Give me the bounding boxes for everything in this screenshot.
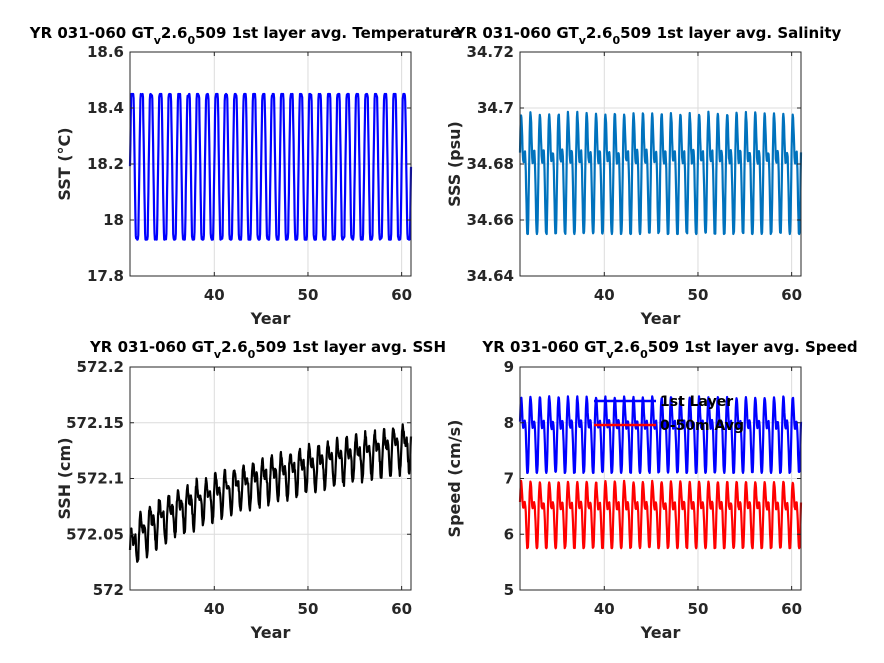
y-tick-label: 18.4: [87, 99, 124, 117]
y-tick-label: 572.15: [66, 414, 124, 432]
y-axis-label: SSS (psu): [445, 121, 464, 207]
y-tick-label: 34.72: [467, 43, 514, 61]
x-tick-label: 40: [594, 600, 615, 618]
chart-panel-sst: 40 50 60 17.8 18 18.2 18.4 18.6 Year SST (°C) YR 0…: [29, 24, 461, 328]
y-tick-label: 34.66: [467, 211, 514, 229]
chart-title: YR 031-060 GTv2.60509 1st layer avg. Tem…: [29, 24, 461, 47]
x-axis-label: Year: [640, 309, 681, 328]
y-tick-label: 572.1: [77, 470, 124, 488]
y-axis-label: Speed (cm/s): [445, 420, 464, 538]
x-tick-label: 60: [781, 286, 802, 304]
y-tick-label: 572: [93, 581, 124, 599]
x-tick-label: 40: [204, 286, 225, 304]
x-tick-label: 60: [391, 286, 412, 304]
series-line-ssh: [128, 423, 413, 563]
x-tick-label: 50: [688, 600, 709, 618]
y-tick-label: 6: [504, 525, 514, 543]
x-tick-label: 60: [391, 600, 412, 618]
legend-label: 1st Layer: [660, 394, 733, 410]
chart-panel-speed: 40 50 60 5 6 7 8 9 Year Speed (cm/s) YR 031-060 GT…: [445, 338, 858, 642]
y-tick-label: 572.2: [77, 358, 124, 376]
y-tick-label: 18: [103, 211, 124, 229]
series-line-0-50m-avg: [518, 479, 803, 550]
y-axis-label: SST (°C): [55, 127, 74, 200]
chart-title: YR 031-060 GTv2.60509 1st layer avg. SSH: [89, 338, 446, 361]
chart-panel-ssh: 40 50 60 572 572.05 572.1 572.15 572.2 Year SSH (…: [55, 338, 446, 642]
y-tick-label: 34.68: [467, 155, 514, 173]
chart-title: YR 031-060 GTv2.60509 1st layer avg. Spe…: [481, 338, 857, 361]
x-axis-label: Year: [640, 623, 681, 642]
chart-title: YR 031-060 GTv2.60509 1st layer avg. Sal…: [454, 24, 842, 47]
x-tick-label: 50: [298, 286, 319, 304]
y-axis-label: SSH (cm): [55, 437, 74, 519]
x-tick-label: 60: [781, 600, 802, 618]
legend-label: 0-50m Avg: [660, 418, 744, 434]
x-tick-label: 40: [594, 286, 615, 304]
x-axis-label: Year: [250, 623, 291, 642]
series-line-sss: [518, 110, 803, 236]
y-tick-label: 572.05: [66, 525, 124, 543]
x-tick-label: 40: [204, 600, 225, 618]
y-tick-label: 7: [504, 470, 514, 488]
series-line-1st-layer: [518, 395, 803, 474]
x-tick-label: 50: [298, 600, 319, 618]
y-tick-label: 34.64: [467, 267, 514, 285]
y-tick-label: 18.2: [87, 155, 124, 173]
legend: 1st Layer 0-50m Avg: [594, 394, 744, 434]
y-tick-label: 5: [504, 581, 514, 599]
series-line-sst: [128, 92, 413, 241]
x-axis-label: Year: [250, 309, 291, 328]
y-tick-label: 8: [504, 414, 514, 432]
x-tick-label: 50: [688, 286, 709, 304]
chart-panel-sss: 40 50 60 34.64 34.66 34.68 34.7 34.72 Year SSS (p…: [445, 24, 842, 328]
y-tick-label: 34.7: [477, 99, 514, 117]
y-tick-label: 17.8: [87, 267, 124, 285]
y-tick-label: 18.6: [87, 43, 124, 61]
y-tick-label: 9: [504, 358, 514, 376]
